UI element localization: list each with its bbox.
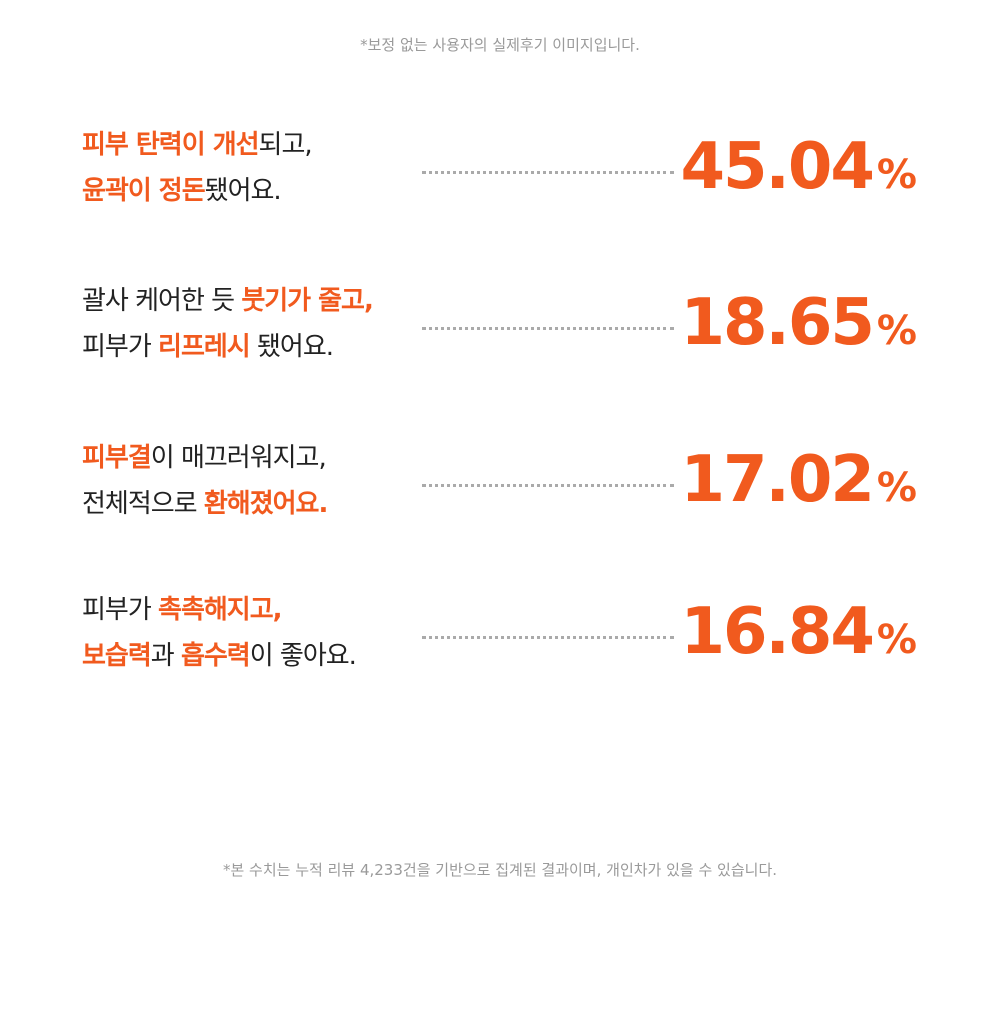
- stat-row: 피부가 촉촉해지고, 보습력과 흡수력이 좋아요. 16.84%: [0, 577, 1000, 697]
- body-text: 전체적으로: [82, 489, 204, 519]
- body-text: 이 매끄러워지고,: [150, 443, 327, 473]
- stat-row: 피부결이 매끄러워지고, 전체적으로 환해졌어요. 17.02%: [0, 425, 1000, 545]
- highlight-text: 보습력: [82, 641, 152, 671]
- highlight-text: 촉촉해지고,: [158, 595, 282, 625]
- highlight-text: 피부 탄력이 개선: [82, 130, 260, 160]
- stat-description: 피부가 촉촉해지고, 보습력과 흡수력이 좋아요.: [82, 587, 357, 679]
- highlight-text: 리프레시: [158, 332, 251, 362]
- body-text: 과: [150, 641, 181, 671]
- stat-value: 45.04%: [680, 130, 917, 204]
- stat-value: 16.84%: [680, 595, 917, 669]
- stat-description: 피부 탄력이 개선되고, 윤곽이 정돈됐어요.: [82, 122, 313, 214]
- dotted-leader: [422, 327, 674, 330]
- value-unit: %: [876, 308, 917, 354]
- body-text: 피부가: [82, 595, 159, 625]
- highlight-text: 환해졌어요.: [203, 489, 328, 519]
- value-number: 16.84: [680, 595, 874, 669]
- description-line: 괄사 케어한 듯 붓기가 줄고,: [82, 278, 374, 324]
- value-unit: %: [876, 465, 917, 511]
- body-text: 괄사 케어한 듯: [82, 286, 242, 316]
- dotted-leader: [422, 171, 674, 174]
- value-number: 17.02: [680, 443, 874, 517]
- footer-note: *본 수치는 누적 리뷰 4,233건을 기반으로 집계된 결과이며, 개인차가…: [222, 861, 778, 879]
- description-line: 보습력과 흡수력이 좋아요.: [82, 633, 357, 679]
- body-text: 이 좋아요.: [249, 641, 357, 671]
- value-number: 45.04: [680, 130, 874, 204]
- highlight-text: 피부결: [82, 443, 152, 473]
- description-line: 윤곽이 정돈됐어요.: [82, 168, 312, 214]
- body-text: 됐어요.: [249, 332, 334, 362]
- stat-description: 피부결이 매끄러워지고, 전체적으로 환해졌어요.: [82, 435, 328, 527]
- highlight-text: 붓기가 줄고,: [241, 286, 374, 316]
- highlight-text: 윤곽이 정돈: [82, 176, 206, 206]
- value-number: 18.65: [680, 286, 874, 360]
- highlight-text: 흡수력: [180, 641, 251, 671]
- stat-value: 17.02%: [680, 443, 917, 517]
- stat-value: 18.65%: [680, 286, 917, 360]
- value-unit: %: [876, 617, 917, 663]
- description-line: 전체적으로 환해졌어요.: [82, 481, 328, 527]
- stat-description: 괄사 케어한 듯 붓기가 줄고, 피부가 리프레시 됐어요.: [82, 278, 374, 370]
- value-unit: %: [876, 152, 917, 198]
- description-line: 피부가 촉촉해지고,: [82, 587, 356, 633]
- stat-row: 피부 탄력이 개선되고, 윤곽이 정돈됐어요. 45.04%: [0, 112, 1000, 232]
- dotted-leader: [422, 484, 674, 487]
- stat-row: 괄사 케어한 듯 붓기가 줄고, 피부가 리프레시 됐어요. 18.65%: [0, 268, 1000, 388]
- description-line: 피부결이 매끄러워지고,: [82, 435, 327, 481]
- body-text: 피부가: [82, 332, 159, 362]
- body-text: 됐어요.: [204, 176, 282, 206]
- top-note: *보정 없는 사용자의 실제후기 이미지입니다.: [360, 36, 640, 54]
- dotted-leader: [422, 636, 674, 639]
- description-line: 피부가 리프레시 됐어요.: [82, 324, 373, 370]
- body-text: 되고,: [258, 130, 313, 160]
- description-line: 피부 탄력이 개선되고,: [82, 122, 313, 168]
